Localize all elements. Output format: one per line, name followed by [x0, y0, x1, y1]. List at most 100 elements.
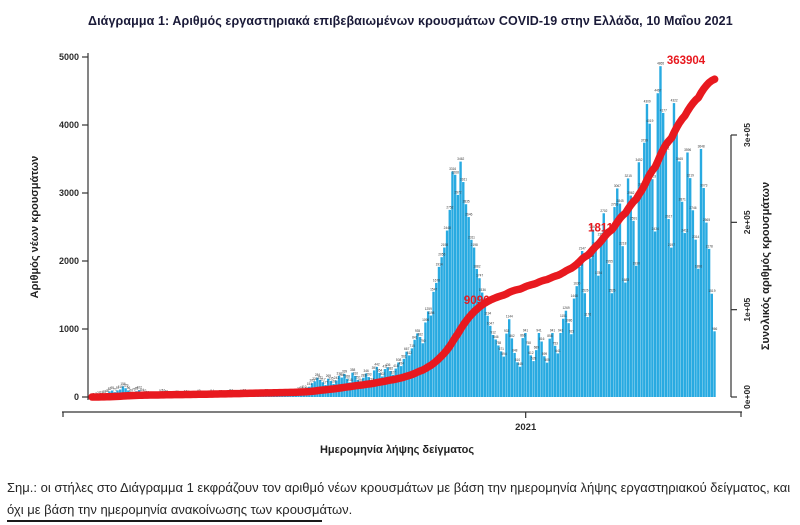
daily-cases-bar [605, 232, 608, 397]
daily-cases-bar [648, 123, 651, 398]
bar-value-label: 235 [328, 377, 334, 381]
daily-cases-bar [524, 333, 527, 397]
daily-cases-bar [640, 186, 643, 397]
daily-cases-bar [672, 103, 676, 397]
daily-cases-bar [705, 222, 708, 397]
daily-cases-bar [613, 207, 616, 397]
bar-value-label: 941 [550, 329, 556, 333]
bar-value-label: 1259 [425, 307, 432, 311]
y-left-tick-label: 2000 [59, 256, 79, 266]
bar-value-label: 858 [547, 334, 553, 338]
bar-value-label: 1526 [608, 289, 615, 293]
bar-value-label: 2702 [600, 209, 607, 213]
bar-value-label: 151 [307, 382, 313, 386]
daily-cases-bar [564, 310, 568, 397]
daily-cases-bar [697, 268, 700, 397]
y-left-tick-label: 1000 [59, 324, 79, 334]
bar-value-label: 286 [339, 373, 345, 377]
bar-value-label: 508 [396, 358, 402, 362]
bars-group [92, 66, 716, 398]
bar-value-label: 2845 [617, 199, 624, 203]
daily-cases-bar [480, 292, 484, 397]
bar-value-label: 60 [129, 388, 133, 392]
daily-cases-bar [656, 93, 659, 398]
bar-value-label: 561 [401, 354, 407, 358]
bar-value-label: 21 [97, 391, 101, 395]
daily-cases-bar [518, 366, 522, 397]
bar-value-label: 2311 [468, 235, 475, 239]
daily-cases-bar [713, 331, 716, 397]
daily-cases-bar [491, 334, 495, 397]
bar-value-label: 2314 [692, 235, 699, 239]
bar-value-label: 1269 [563, 306, 570, 310]
daily-cases-bar [618, 203, 622, 397]
bar-value-label: 1886 [695, 264, 702, 268]
bar-value-label: 215 [347, 378, 353, 382]
bar-value-label: 3067 [614, 184, 621, 188]
cumulative-annotation: 1811 [588, 222, 614, 234]
daily-cases-bar [548, 338, 551, 397]
bar-value-label: 64 [140, 388, 144, 392]
bar-value-label: 2434 [652, 227, 659, 231]
daily-cases-bar [578, 266, 581, 397]
bar-value-label: 218 [369, 378, 375, 382]
bar-value-label: 251 [355, 375, 361, 379]
y-right-tick-label: 2e+05 [742, 210, 752, 234]
daily-cases-bar [489, 325, 492, 397]
daily-cases-bar [670, 247, 673, 397]
bar-value-label: 1144 [506, 315, 513, 319]
bar-value-label: 93 [300, 386, 304, 390]
daily-cases-bar [478, 278, 481, 397]
footnote: Σημ.: οι στήλες στο Διάγραμμα 1 εκφράζου… [7, 480, 791, 517]
y-left-tick-label: 4000 [59, 120, 79, 130]
bar-value-label: 1176 [584, 313, 591, 317]
bar-value-label: 753 [553, 341, 559, 345]
bar-value-label: 594 [501, 352, 507, 356]
daily-cases-bar [540, 341, 543, 397]
bar-value-label: 933 [504, 329, 510, 333]
bar-value-label: 2178 [706, 244, 713, 248]
y-left-tick-label: 3000 [59, 188, 79, 198]
y-right-tick-label: 1e+05 [742, 297, 752, 321]
bar-value-label: 454 [399, 362, 405, 366]
daily-cases-bar [702, 188, 705, 397]
bar-value-label: 1630 [573, 282, 580, 286]
bar-value-label: 3465 [676, 157, 683, 161]
y-axis-left: 0 1000 2000 3000 4000 5000 Αριθμός νέων κρουσμ… [29, 52, 89, 402]
daily-cases-bar [529, 355, 533, 397]
bar-value-label: 3648 [698, 144, 705, 148]
bar-value-label: 110 [118, 385, 123, 389]
cumulative-annotation: 363904 [667, 55, 706, 67]
bar-value-label: 758 [496, 341, 502, 345]
bar-value-label: 1547 [430, 287, 437, 291]
daily-cases-bar [532, 361, 535, 397]
bar-value-label: 1194 [484, 311, 491, 315]
daily-cases-bar [359, 382, 362, 397]
bar-value-label: 3215 [625, 174, 632, 178]
bar-value-label: 391 [372, 366, 378, 370]
daily-cases-bar [707, 248, 711, 397]
bar-value-label: 758 [526, 341, 532, 345]
bar-value-label: 1882 [473, 265, 480, 269]
bar-value-label: 4467 [654, 89, 661, 93]
y-right-tick-label: 0e+00 [742, 385, 752, 409]
daily-cases-bar [559, 333, 562, 397]
bar-value-label: 411 [383, 365, 388, 369]
daily-cases-bar [651, 179, 654, 397]
bar-value-label: 3161 [460, 178, 467, 182]
bar-value-label: 966 [712, 327, 718, 331]
bar-value-label: 284 [315, 373, 321, 377]
bar-value-label: 95 [110, 386, 114, 390]
bar-value-label: 599 [542, 352, 548, 356]
bar-value-label: 510 [515, 358, 521, 362]
bar-value-label: 941 [558, 329, 564, 333]
bar-value-label: 354 [377, 368, 383, 372]
daily-cases-bar [453, 174, 457, 397]
daily-cases-bar [710, 293, 713, 397]
daily-cases-bar [629, 195, 632, 397]
daily-cases-bar [572, 298, 576, 397]
daily-cases-bar [607, 264, 611, 397]
daily-cases-bar [435, 282, 438, 397]
daily-cases-bar [570, 334, 573, 397]
